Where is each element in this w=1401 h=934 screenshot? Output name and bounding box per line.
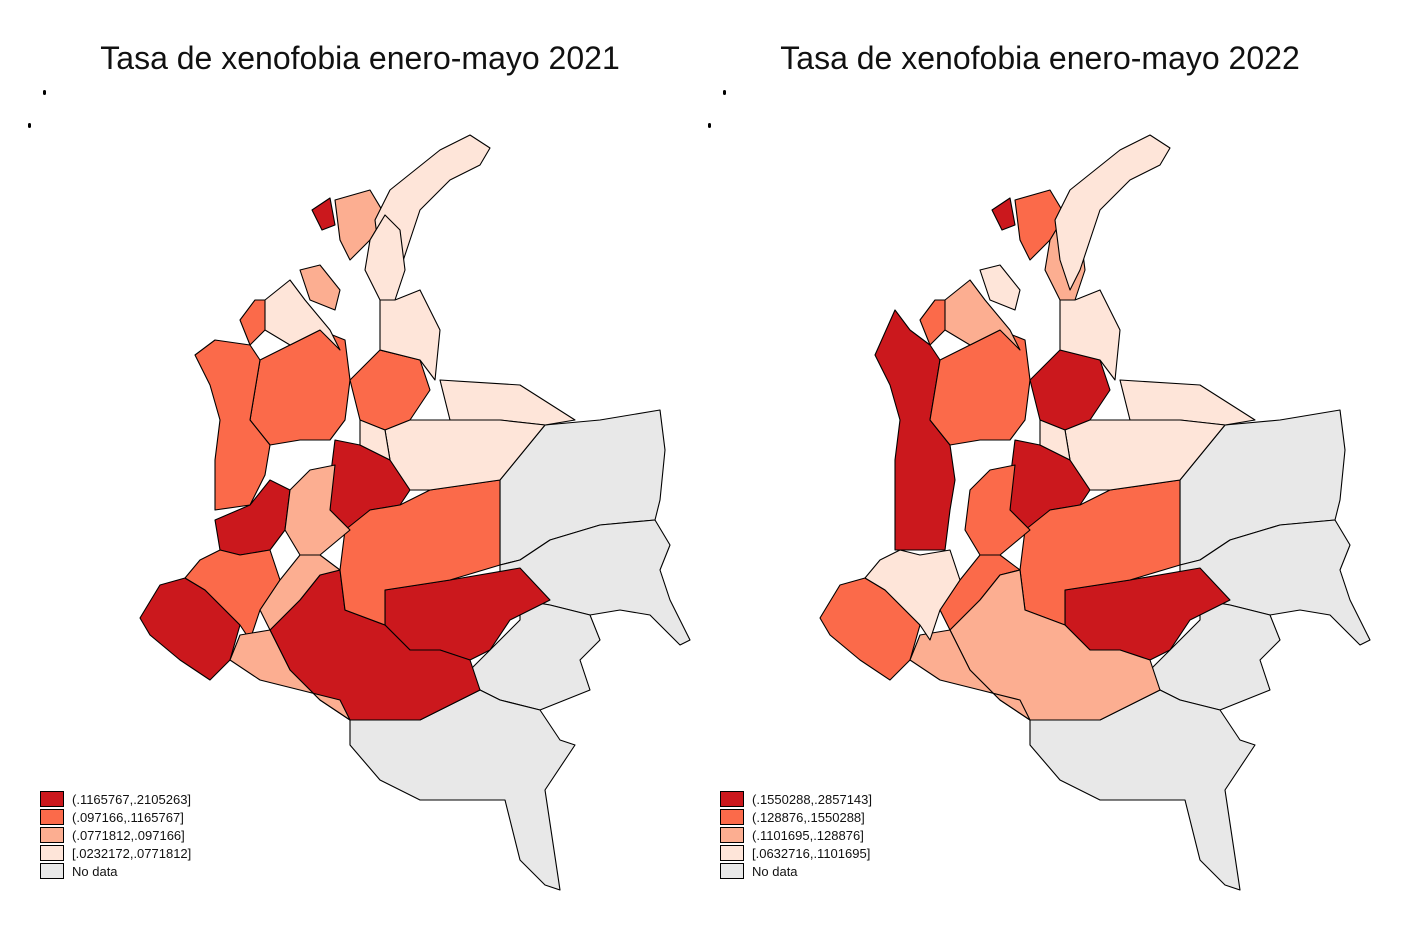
region-cesar bbox=[364, 214, 406, 301]
legend-label: (.128876,.1550288] bbox=[752, 809, 865, 825]
legend-swatch bbox=[720, 845, 744, 861]
legend-label: No data bbox=[72, 863, 118, 879]
legend-item: [.0632716,.1101695] bbox=[720, 844, 872, 862]
region-sucre bbox=[299, 264, 341, 311]
region-arauca bbox=[1119, 379, 1256, 426]
region-putumayo bbox=[909, 629, 1031, 721]
region-norte-santander bbox=[1059, 289, 1121, 381]
legend-label: (.1165767,.2105263] bbox=[72, 791, 192, 807]
region-antioquia bbox=[249, 329, 351, 446]
legend-swatch bbox=[720, 863, 744, 879]
region-atlantico bbox=[991, 197, 1016, 231]
map-panel-2022: Tasa de xenofobia enero-mayo 2022 bbox=[680, 0, 1380, 934]
legend-swatch bbox=[40, 845, 64, 861]
region-arauca bbox=[439, 379, 576, 426]
legend-swatch bbox=[40, 791, 64, 807]
region-putumayo bbox=[229, 629, 351, 721]
legend-label: [.0232172,.0771812] bbox=[72, 845, 192, 861]
map-legend: (.1165767,.2105263] (.097166,.1165767] (… bbox=[40, 790, 191, 880]
legend-swatch bbox=[720, 809, 744, 825]
legend-item: (.128876,.1550288] bbox=[720, 808, 872, 826]
legend-item: (.097166,.1165767] bbox=[40, 808, 191, 826]
region-boyaca bbox=[359, 419, 391, 461]
legend-swatch bbox=[720, 791, 744, 807]
island-san-andres bbox=[43, 90, 46, 95]
legend-swatch bbox=[40, 827, 64, 843]
region-amazonas bbox=[1029, 689, 1256, 891]
region-bolivar bbox=[944, 279, 1021, 351]
legend-label: (.1101695,.128876] bbox=[752, 827, 864, 843]
region-santander bbox=[349, 349, 431, 431]
region-bolivar bbox=[264, 279, 341, 351]
legend-swatch bbox=[40, 809, 64, 825]
legend-label: (.1550288,.2857143] bbox=[752, 791, 872, 807]
region-boyaca bbox=[1039, 419, 1071, 461]
legend-label: (.097166,.1165767] bbox=[72, 809, 184, 825]
map-panel-2021: Tasa de xenofobia enero-mayo 2021 bbox=[0, 0, 700, 934]
region-atlantico bbox=[311, 197, 336, 231]
choropleth-map bbox=[819, 134, 1371, 891]
legend-item: (.1101695,.128876] bbox=[720, 826, 872, 844]
region-tolima bbox=[284, 464, 351, 556]
legend-label: No data bbox=[752, 863, 798, 879]
region-choco bbox=[874, 309, 956, 551]
choropleth-map bbox=[139, 134, 691, 891]
region-la-guajira bbox=[1054, 134, 1171, 291]
legend-item: No data bbox=[720, 862, 872, 880]
island-san-andres bbox=[723, 90, 726, 95]
legend-label: (.0771812,.097166] bbox=[72, 827, 185, 843]
map-title: Tasa de xenofobia enero-mayo 2022 bbox=[780, 40, 1300, 76]
region-santander bbox=[1029, 349, 1111, 431]
region-meta bbox=[339, 479, 501, 626]
map-title: Tasa de xenofobia enero-mayo 2021 bbox=[100, 40, 620, 76]
region-sucre bbox=[979, 264, 1021, 311]
legend-item: (.1165767,.2105263] bbox=[40, 790, 191, 808]
legend-label: [.0632716,.1101695] bbox=[752, 845, 871, 861]
legend-item: [.0232172,.0771812] bbox=[40, 844, 191, 862]
region-norte-santander bbox=[379, 289, 441, 381]
legend-swatch bbox=[720, 827, 744, 843]
region-tolima bbox=[964, 464, 1031, 556]
region-cauca bbox=[864, 549, 961, 641]
legend-swatch bbox=[40, 863, 64, 879]
region-amazonas bbox=[349, 689, 576, 891]
map-legend: (.1550288,.2857143] (.128876,.1550288] (… bbox=[720, 790, 872, 880]
island-providencia bbox=[708, 123, 711, 128]
legend-item: No data bbox=[40, 862, 191, 880]
region-antioquia bbox=[929, 329, 1031, 446]
legend-item: (.0771812,.097166] bbox=[40, 826, 191, 844]
legend-item: (.1550288,.2857143] bbox=[720, 790, 872, 808]
island-providencia bbox=[28, 123, 31, 128]
